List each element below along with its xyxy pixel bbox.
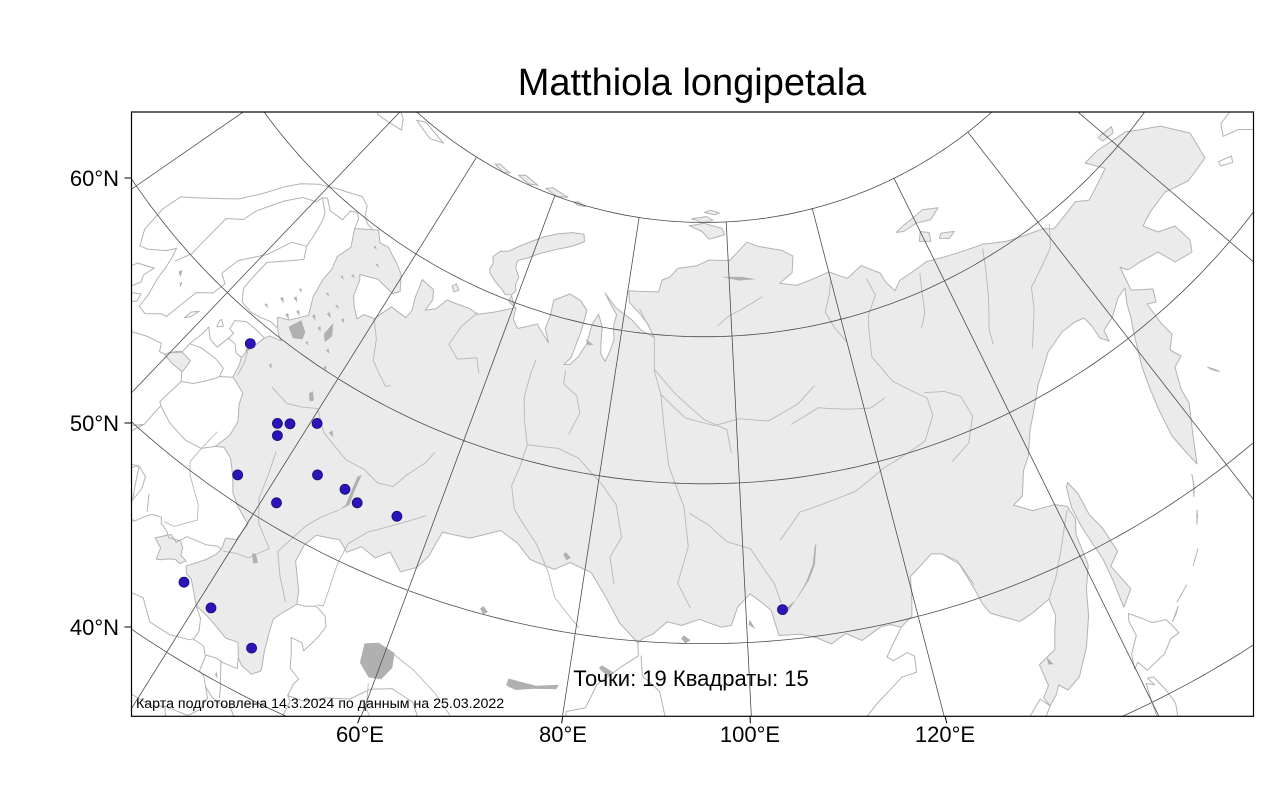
svg-text:60°N: 60°N <box>70 166 119 191</box>
svg-text:120°E: 120°E <box>915 722 975 747</box>
svg-text:50°N: 50°N <box>70 411 119 436</box>
svg-text:100°E: 100°E <box>720 722 780 747</box>
svg-text:Matthiola longipetala: Matthiola longipetala <box>518 62 867 104</box>
svg-text:Карта подготовлена 14.3.2024 п: Карта подготовлена 14.3.2024 по данным н… <box>136 696 504 712</box>
svg-text:40°N: 40°N <box>70 615 119 640</box>
svg-text:80°E: 80°E <box>539 722 587 747</box>
svg-text:Точки: 19 Квадраты: 15: Точки: 19 Квадраты: 15 <box>573 666 809 691</box>
svg-text:60°E: 60°E <box>336 722 384 747</box>
